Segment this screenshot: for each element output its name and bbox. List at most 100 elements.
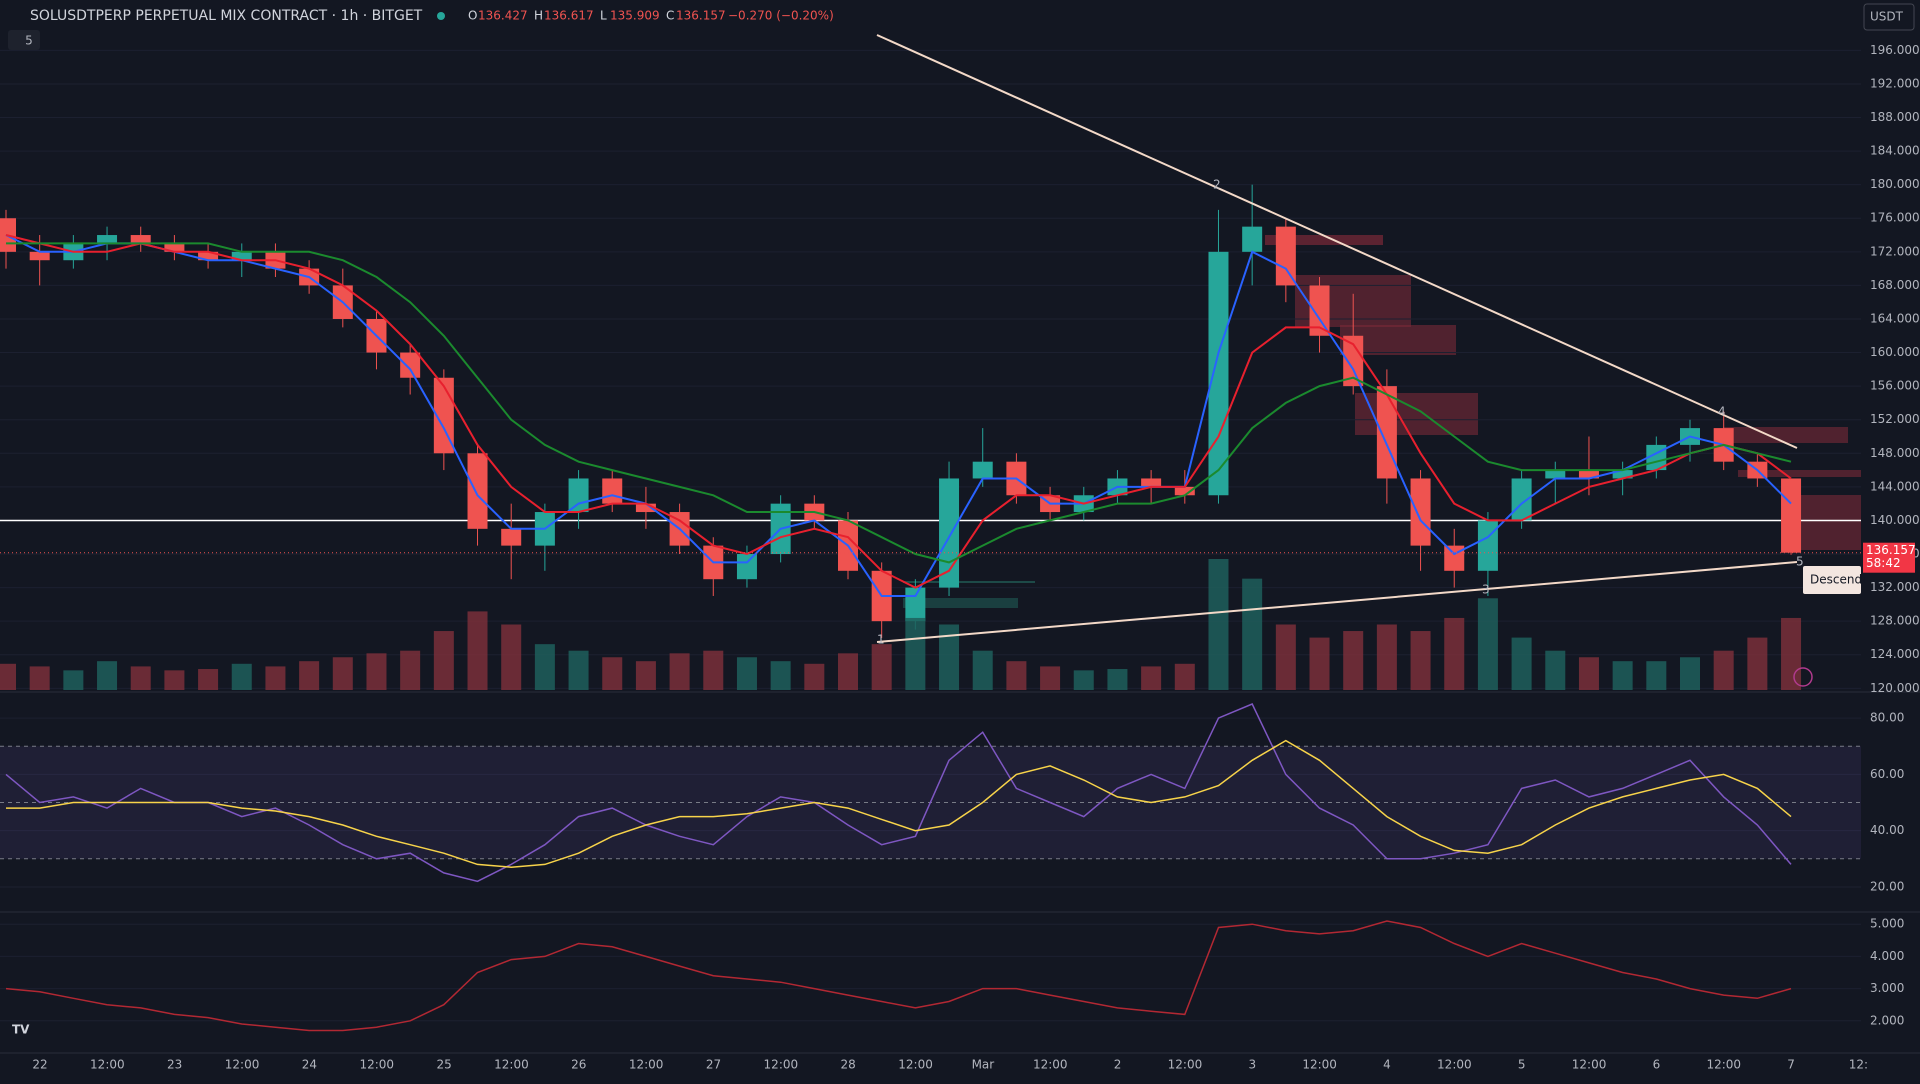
volume-bar	[1141, 666, 1162, 690]
trendlines: 1 2 3 4 5	[876, 34, 1804, 647]
volume-bar	[804, 663, 825, 690]
currency: USDT	[1870, 10, 1904, 24]
candle-body	[1343, 335, 1364, 387]
indicator-line	[5, 703, 1792, 883]
candle-body	[164, 243, 185, 252]
volume-bar	[1343, 631, 1364, 690]
moving-average	[6, 242, 1792, 564]
volume-bar	[231, 663, 252, 690]
y-tick-label: 140.000	[1870, 513, 1920, 527]
volume-bar	[1275, 624, 1296, 690]
x-tick-label: 12:00	[1168, 1058, 1203, 1072]
volume-bar	[736, 657, 757, 690]
volume-bar	[1444, 617, 1465, 690]
x-tick-label: 12:	[1849, 1058, 1868, 1072]
volume-bar	[1477, 598, 1498, 690]
candle-body	[1410, 478, 1431, 546]
plot	[0, 49, 1861, 1032]
candle-body	[905, 587, 926, 622]
candle-body	[1242, 226, 1263, 252]
x-tick-label: 25	[436, 1058, 451, 1072]
volume-bar	[501, 624, 522, 690]
volume-bar	[972, 650, 993, 690]
currency-button[interactable]	[1863, 3, 1915, 31]
trendline	[876, 561, 1798, 643]
candle-body	[198, 251, 219, 261]
volume-bar	[1376, 624, 1397, 690]
candle-body	[231, 251, 252, 261]
ohlc-value: 136.617	[544, 9, 594, 23]
volume-bar	[164, 670, 185, 690]
y-tick-label: 3.000	[1870, 981, 1904, 995]
pivot-label: 4	[1718, 405, 1726, 419]
volume-bar	[467, 611, 488, 690]
volume-bar	[669, 653, 690, 690]
zone	[1723, 427, 1848, 443]
alert-icon[interactable]	[1793, 667, 1813, 687]
countdown: 58:42	[1866, 556, 1901, 570]
candle-body	[1309, 285, 1330, 336]
y-tick-label: 132.000	[1870, 580, 1920, 594]
y-tick-label: 4.000	[1870, 949, 1904, 963]
volume-bar	[97, 661, 118, 690]
indicator-toggle[interactable]	[8, 30, 40, 50]
candle-body	[1174, 486, 1195, 496]
pattern-label: Descendi	[1810, 573, 1865, 587]
volume-bar	[29, 666, 50, 690]
ohlc-key: H	[534, 9, 543, 23]
axes: 120.000124.000128.000132.000136.000140.0…	[32, 43, 1919, 1072]
candle-body	[972, 461, 993, 479]
volume-bar	[1680, 657, 1700, 690]
volume-bar	[1747, 637, 1768, 690]
x-tick-label: 12:00	[90, 1058, 125, 1072]
y-tick-label: 172.000	[1870, 244, 1920, 258]
volume-bar	[635, 661, 656, 690]
volume-bar	[602, 657, 623, 690]
last-price: 136.157	[1866, 543, 1916, 557]
volume-bar	[1174, 663, 1195, 690]
candle-body	[1578, 470, 1599, 479]
zone	[903, 598, 1018, 608]
last-price-tag	[1863, 542, 1915, 573]
volume-bar	[63, 670, 84, 690]
x-tick-label: 12:00	[494, 1058, 529, 1072]
status-dot	[437, 12, 445, 20]
candle-body	[1376, 386, 1397, 479]
ohlc: O 136.427 H 136.617 L 135.909 C 136.157 −0.270 (…	[468, 9, 834, 23]
candle-body	[602, 478, 623, 504]
x-tick-label: 23	[167, 1058, 182, 1072]
volume-bar	[1040, 666, 1061, 690]
candle-body	[1545, 470, 1566, 479]
candle-body	[1477, 520, 1498, 571]
candle-body	[736, 554, 757, 580]
y-tick-label: 124.000	[1870, 647, 1920, 661]
x-tick-label: 12:00	[898, 1058, 933, 1072]
pivot-label: 1	[877, 633, 885, 647]
pivot-label: 2	[1213, 178, 1221, 192]
zone	[1265, 235, 1383, 245]
x-tick-label: 12:00	[629, 1058, 664, 1072]
x-tick-label: 24	[302, 1058, 317, 1072]
x-tick-label: 12:00	[764, 1058, 799, 1072]
volume-bar	[1511, 637, 1532, 690]
price-axis	[1861, 0, 1920, 1080]
candle-body	[1208, 251, 1229, 496]
y-tick-label: 176.000	[1870, 211, 1920, 225]
y-tick-label: 5.000	[1870, 917, 1904, 931]
x-tick-label: 3	[1248, 1058, 1256, 1072]
y-tick-label: 40.00	[1870, 823, 1904, 837]
candle-body	[1275, 226, 1296, 286]
ohlc-value: 135.909	[610, 9, 660, 23]
x-tick-label: 12:00	[1302, 1058, 1337, 1072]
candle-body	[400, 352, 421, 378]
y-tick-label: 20.00	[1870, 879, 1904, 893]
candle-body	[568, 478, 589, 513]
zone	[903, 581, 1035, 583]
indicator-count: 5	[25, 34, 33, 48]
y-tick-label: 184.000	[1870, 144, 1920, 158]
x-tick-label: 26	[571, 1058, 586, 1072]
x-tick-label: 22	[32, 1058, 47, 1072]
volume-bar	[366, 653, 387, 690]
